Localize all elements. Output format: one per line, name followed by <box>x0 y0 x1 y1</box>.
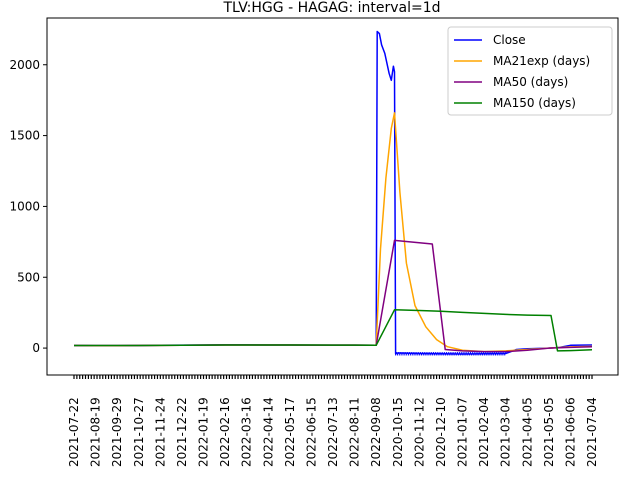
x-tick-label: 2022-07-13 <box>326 397 340 467</box>
x-tick-label: 2022-05-17 <box>283 397 297 467</box>
x-tick-label: 2021-06-06 <box>563 397 577 467</box>
x-tick-label: 2021-10-27 <box>132 397 146 467</box>
x-tick-label: 2020-10-15 <box>391 397 405 467</box>
series-line <box>73 112 593 353</box>
plot-area <box>73 30 593 356</box>
x-tick-label: 2021-03-04 <box>499 397 513 467</box>
x-tick-label: 2021-07-04 <box>585 397 599 467</box>
legend: Close MA21exp (days) MA50 (days) MA150 (day… <box>447 26 613 116</box>
y-tick-label: 1000 <box>9 199 40 213</box>
y-tick-label: 0 <box>32 341 40 355</box>
x-tick-label: 2021-01-07 <box>456 397 470 467</box>
x-tick-label: 2022-08-11 <box>348 397 362 467</box>
legend-label: MA21exp (days) <box>493 54 590 68</box>
x-tick-label: 2021-05-05 <box>542 397 556 467</box>
chart-title: TLV:HGG - HAGAG: interval=1d <box>222 0 440 16</box>
x-tick-label: 2020-11-12 <box>412 397 426 467</box>
legend-box <box>447 26 613 116</box>
y-tick-label: 500 <box>17 270 40 284</box>
x-tick-label: 2022-03-16 <box>240 397 254 467</box>
legend-label: MA150 (days) <box>493 96 576 110</box>
x-tick-label: 2021-02-04 <box>477 397 491 467</box>
plot-frame <box>46 17 619 376</box>
x-tick-label: 2022-06-15 <box>304 397 318 467</box>
series-line <box>74 239 593 353</box>
series-line <box>74 309 593 352</box>
x-tick-label: 2021-08-19 <box>89 397 103 467</box>
x-tick-label: 2022-02-16 <box>218 397 232 467</box>
x-tick-label: 2021-12-22 <box>175 397 189 467</box>
y-tick-label: 2000 <box>9 58 40 72</box>
y-tick-label: 1500 <box>9 129 40 143</box>
x-axis: 2021-07-22 2021-08-19 2021-09-29 2021-10-27… <box>67 375 599 467</box>
x-tick-label: 2021-07-22 <box>67 397 81 467</box>
legend-label: Close <box>493 33 526 47</box>
x-tick-label: 2020-12-10 <box>434 397 448 467</box>
x-tick-label: 2021-11-24 <box>153 397 167 467</box>
legend-label: MA50 (days) <box>493 75 568 89</box>
y-axis: 0 500 1000 1500 2000 <box>9 58 47 355</box>
x-tick-label: 2022-09-08 <box>369 397 383 467</box>
x-tick-label: 2022-01-19 <box>197 397 211 467</box>
x-tick-label: 2021-09-29 <box>110 397 124 467</box>
x-tick-label: 2021-04-05 <box>520 397 534 467</box>
x-tick-label: 2022-04-14 <box>261 397 275 467</box>
close-noise-band <box>395 352 507 356</box>
